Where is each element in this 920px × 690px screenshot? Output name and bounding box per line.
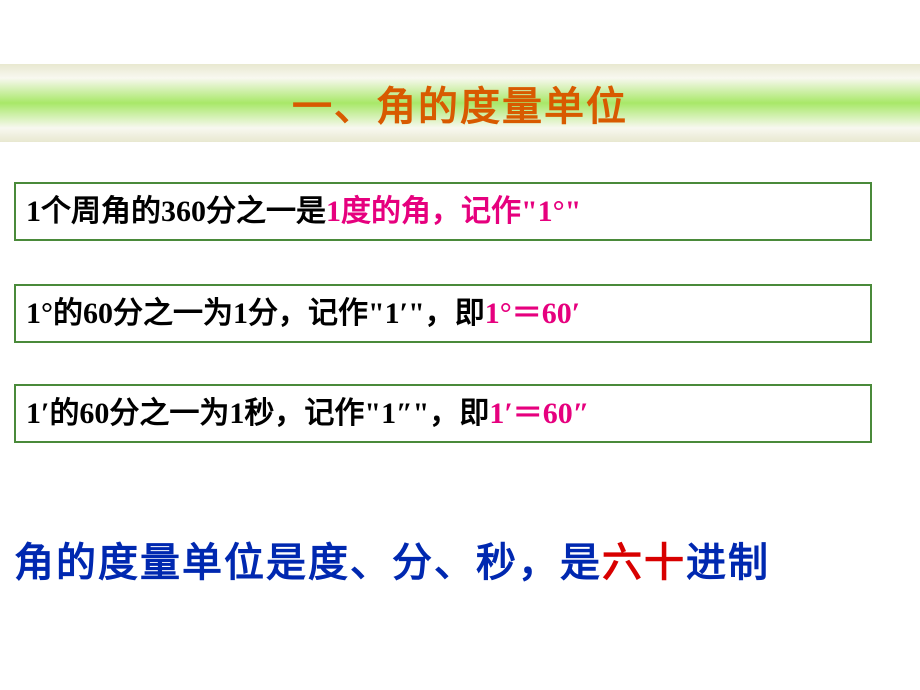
second-text-pre: 1′的60分之一为1秒，记作"1″"，即 bbox=[26, 397, 489, 430]
degree-text-pre: 1个周角的360分之一是 bbox=[26, 195, 326, 228]
degree-text-accent: 1度的角，记作"1°" bbox=[326, 195, 581, 228]
summary-red: 六十 bbox=[602, 540, 686, 585]
second-text-accent: 1′＝60″ bbox=[489, 397, 589, 430]
summary-line: 角的度量单位是度、分、秒，是六十进制 bbox=[14, 530, 872, 588]
summary-blue-a: 角的度量单位是度、分、秒，是 bbox=[14, 540, 602, 585]
page-title: 一、角的度量单位 bbox=[292, 74, 628, 132]
title-band: 一、角的度量单位 bbox=[0, 64, 920, 142]
minute-text-accent: 1°＝60′ bbox=[485, 297, 580, 330]
definition-minute: 1°的60分之一为1分，记作"1′"，即1°＝60′ bbox=[14, 284, 872, 343]
definition-second: 1′的60分之一为1秒，记作"1″"，即1′＝60″ bbox=[14, 384, 872, 443]
definition-degree: 1个周角的360分之一是1度的角，记作"1°" bbox=[14, 182, 872, 241]
summary-blue-b: 进制 bbox=[686, 540, 770, 585]
minute-text-pre: 1°的60分之一为1分，记作"1′"，即 bbox=[26, 297, 485, 330]
